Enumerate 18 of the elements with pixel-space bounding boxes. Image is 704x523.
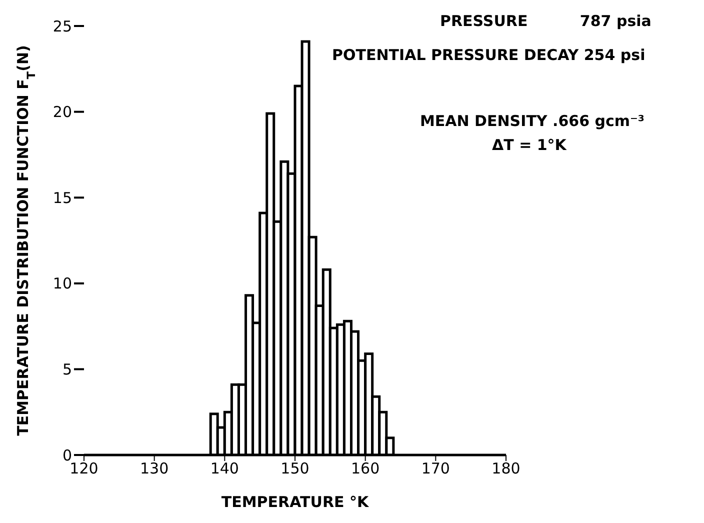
x-tick-label: 160 xyxy=(351,460,380,478)
y-tick-label: 25 xyxy=(52,17,72,36)
annotation: POTENTIAL PRESSURE DECAY 254 psi xyxy=(332,46,646,64)
y-tick-label: 20 xyxy=(52,103,72,122)
x-tick-label: 180 xyxy=(492,460,520,478)
annotation: PRESSURE 787 psia xyxy=(440,12,652,30)
annotation: MEAN DENSITY .666 gcm⁻³ xyxy=(420,112,644,130)
y-tick-label: 15 xyxy=(52,188,72,207)
y-tick-label: 0 xyxy=(62,446,72,464)
y-tick-label: 5 xyxy=(62,360,72,379)
annotation: ΔT = 1°K xyxy=(492,136,566,154)
y-tick-label: 10 xyxy=(52,274,72,293)
x-axis-title: TEMPERATURE °K xyxy=(221,493,370,511)
x-tick-label: 130 xyxy=(140,460,169,478)
x-tick-label: 150 xyxy=(280,460,310,478)
x-tick-label: 170 xyxy=(421,460,450,478)
x-tick-label: 140 xyxy=(210,460,239,478)
x-tick-label: 120 xyxy=(70,460,98,478)
